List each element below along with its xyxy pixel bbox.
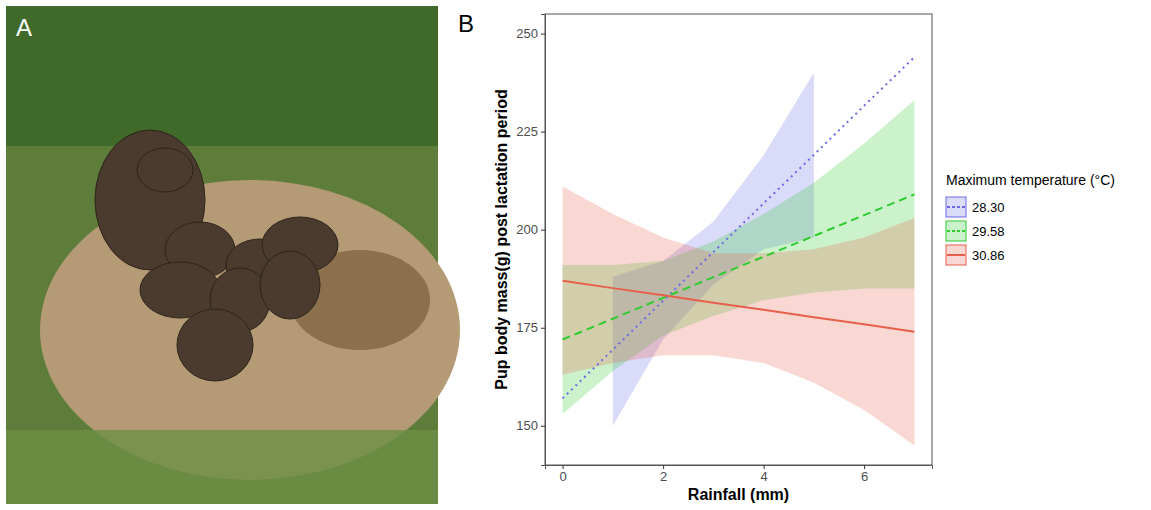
- y-tick-mark: [541, 34, 545, 35]
- y-tick-mark: [541, 328, 545, 329]
- y-axis-title: Pup body mass(g) post lactation period: [493, 89, 510, 389]
- y-tick-mark: [541, 426, 545, 427]
- y-axis-line: [541, 15, 546, 466]
- figure: A B 0 2 4 6 150 175 200 225 250 Rainfall (mm) Pup bo…: [0, 0, 1151, 510]
- y-tick: 250: [516, 26, 545, 41]
- photo-foliage: [6, 6, 438, 146]
- legend-key: [946, 245, 966, 265]
- legend: Maximum temperature (°C) 28.30 29.58 30.86: [946, 172, 1115, 265]
- photo-mongoose: [260, 251, 320, 319]
- legend-label: 30.86: [972, 248, 1005, 263]
- plot-background: [545, 14, 932, 465]
- legend-key: [946, 221, 966, 241]
- panel-label: A: [16, 14, 32, 41]
- x-axis: 0 2 4 6: [546, 465, 933, 484]
- y-tick: 175: [516, 320, 545, 335]
- legend-line: [947, 230, 965, 232]
- photo-mongoose: [177, 309, 253, 381]
- legend-title: Maximum temperature (°C): [946, 172, 1115, 188]
- x-tick: 6: [861, 465, 868, 484]
- confidence-band: [563, 187, 915, 446]
- y-axis: 150 175 200 225 250: [516, 15, 545, 466]
- photo-panel: A: [6, 6, 460, 504]
- x-tick: 0: [559, 465, 566, 484]
- x-tick-label: 6: [861, 469, 868, 484]
- plot-area: [563, 57, 915, 445]
- x-tick-label: 0: [559, 469, 566, 484]
- y-tick-label: 175: [516, 320, 538, 335]
- x-tick-label: 4: [761, 469, 768, 484]
- fit-line: [563, 281, 915, 332]
- legend-line: [947, 254, 965, 256]
- panel-label: B: [458, 10, 474, 37]
- legend-line: [947, 206, 965, 208]
- y-tick: 150: [516, 418, 545, 433]
- x-tick: 2: [660, 465, 667, 484]
- x-axis-title: Rainfall (mm): [688, 486, 789, 503]
- legend-label: 29.58: [972, 224, 1005, 239]
- x-axis-line: [546, 466, 933, 470]
- y-tick: 200: [516, 222, 545, 237]
- y-tick-label: 250: [516, 26, 538, 41]
- x-tick-label: 2: [660, 469, 667, 484]
- fit-line: [563, 194, 915, 339]
- y-tick-label: 200: [516, 222, 538, 237]
- y-tick-label: 150: [516, 418, 538, 433]
- photo-grass: [6, 430, 438, 504]
- legend-label: 28.30: [972, 200, 1005, 215]
- y-tick: 225: [516, 124, 545, 139]
- y-tick-mark: [541, 230, 545, 231]
- plot-frame: [545, 14, 932, 465]
- legend-key: [946, 197, 966, 217]
- x-tick: 4: [761, 465, 768, 484]
- fit-line: [563, 57, 915, 398]
- photo-mongoose: [137, 148, 193, 192]
- y-tick-label: 225: [516, 124, 538, 139]
- y-tick-mark: [541, 132, 545, 133]
